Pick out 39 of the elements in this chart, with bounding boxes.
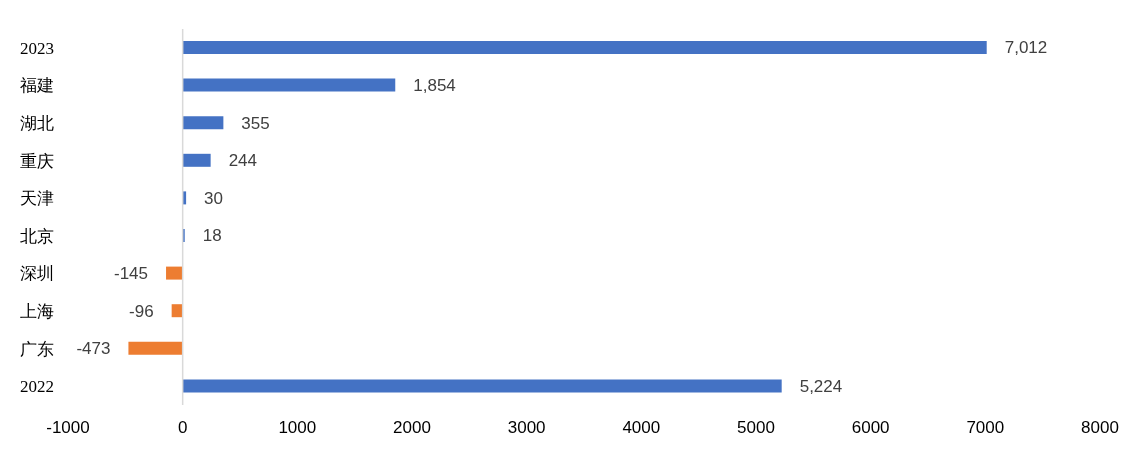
x-tick-label: 2000 (393, 418, 431, 438)
y-tick-label: 上海 (20, 301, 54, 321)
data-label: -145 (114, 264, 149, 284)
y-tick-label: 天津 (20, 189, 54, 209)
bar (182, 379, 782, 393)
bar (171, 304, 183, 318)
x-tick-label: -1000 (46, 418, 90, 438)
bar (182, 41, 987, 54)
bar (166, 266, 183, 280)
data-label: 18 (202, 226, 222, 246)
x-tick-label: 3000 (507, 418, 546, 438)
y-tick-label: 广东 (20, 339, 54, 359)
y-tick-label: 2023 (20, 38, 54, 58)
data-label: -96 (129, 301, 154, 321)
bar (182, 78, 396, 92)
x-tick-label: 8000 (1081, 418, 1119, 438)
y-tick-label: 福建 (20, 76, 54, 96)
data-label: 355 (241, 113, 270, 133)
y-tick-label: 湖北 (20, 113, 54, 133)
x-tick-label: 7000 (966, 418, 1005, 438)
x-tick-label: 0 (177, 418, 188, 438)
bar (182, 229, 185, 242)
bar (182, 153, 211, 167)
data-label: 30 (204, 188, 224, 208)
bar (182, 116, 224, 130)
x-tick-label: 1000 (278, 418, 317, 438)
y-tick-label: 重庆 (20, 151, 54, 171)
data-label: 244 (228, 151, 258, 171)
y-tick-label: 深圳 (20, 264, 54, 284)
data-label: 5,224 (799, 376, 843, 396)
data-label: 1,854 (413, 76, 456, 96)
x-tick-label: 4000 (622, 418, 661, 438)
bar (128, 341, 183, 355)
y-tick-label: 2022 (20, 377, 54, 397)
x-tick-label: 5000 (737, 418, 775, 438)
y-tick-label: 北京 (20, 226, 54, 246)
data-label: -473 (76, 339, 111, 359)
x-tick-label: 6000 (851, 418, 890, 438)
data-label: 7,012 (1004, 38, 1048, 58)
